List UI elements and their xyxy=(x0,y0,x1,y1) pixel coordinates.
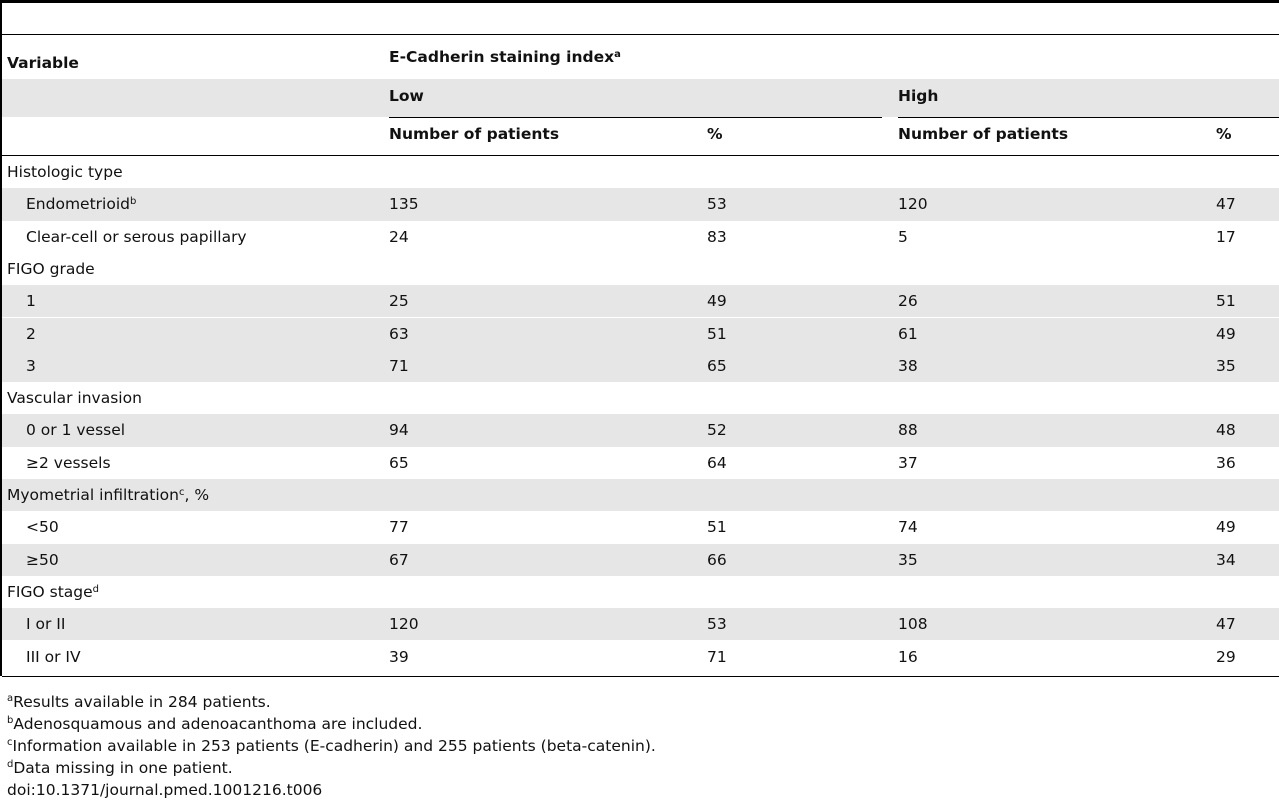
low-count-cell: 67 xyxy=(389,550,409,569)
row-label: III or IV xyxy=(26,647,81,666)
variable-header: Variable xyxy=(7,54,79,72)
row-label: <50 xyxy=(26,518,59,537)
low-pct-cell: 66 xyxy=(707,550,727,569)
table-left-border xyxy=(0,0,2,676)
row-shading xyxy=(2,414,1279,447)
low-count-cell: 63 xyxy=(389,324,409,343)
row-shading xyxy=(2,479,1279,512)
row-label: 3 xyxy=(26,356,36,375)
low-pct-header: % xyxy=(707,125,723,143)
high-count-cell: 108 xyxy=(898,615,928,634)
low-pct-cell: 65 xyxy=(707,356,727,375)
high-count-cell: 5 xyxy=(898,227,908,246)
low-pct-cell: 53 xyxy=(707,195,727,214)
high-count-header: Number of patients xyxy=(898,125,1069,143)
high-pct-cell: 49 xyxy=(1216,324,1236,343)
row-label: 0 or 1 vessel xyxy=(26,421,126,440)
row-shading xyxy=(2,543,1279,576)
row-label: ≥50 xyxy=(26,550,59,569)
low-count-cell: 39 xyxy=(389,647,409,666)
row-label: Histologic type xyxy=(7,163,123,181)
high-pct-cell: 17 xyxy=(1216,227,1236,246)
footnote-a: aResults available in 284 patients. xyxy=(7,693,271,711)
low-pct-cell: 64 xyxy=(707,453,727,472)
high-count-cell: 26 xyxy=(898,292,918,311)
low-pct-cell: 71 xyxy=(707,647,727,666)
row-label: Clear-cell or serous papillary xyxy=(26,227,247,246)
high-pct-cell: 51 xyxy=(1216,292,1236,311)
footnote-b: bAdenosquamous and adenoacanthoma are in… xyxy=(7,715,423,733)
row-shading xyxy=(2,608,1279,641)
row-label: 2 xyxy=(26,324,36,343)
low-pct-cell: 52 xyxy=(707,421,727,440)
table-bottom-rule xyxy=(2,676,1279,677)
high-count-cell: 37 xyxy=(898,453,918,472)
footnote-c: cInformation available in 253 patients (… xyxy=(7,737,656,755)
high-pct-header: % xyxy=(1216,125,1232,143)
row-shading xyxy=(2,349,1279,383)
low-pct-cell: 49 xyxy=(707,292,727,311)
footnote-d: dData missing in one patient. xyxy=(7,759,233,777)
row-label: Endometrioidb xyxy=(26,195,137,214)
low-count-cell: 65 xyxy=(389,453,409,472)
low-count-header: Number of patients xyxy=(389,125,560,143)
row-label: FIGO grade xyxy=(7,259,95,278)
group-header: E-Cadherin staining indexa xyxy=(389,48,621,66)
low-count-cell: 24 xyxy=(389,227,409,246)
high-count-cell: 120 xyxy=(898,195,928,214)
low-count-cell: 25 xyxy=(389,292,409,311)
low-pct-cell: 51 xyxy=(707,324,727,343)
low-count-cell: 71 xyxy=(389,356,409,375)
low-pct-cell: 51 xyxy=(707,518,727,537)
high-count-cell: 74 xyxy=(898,518,918,537)
high-pct-cell: 48 xyxy=(1216,421,1236,440)
row-shading xyxy=(2,188,1279,221)
high-pct-cell: 29 xyxy=(1216,647,1236,666)
high-header: High xyxy=(898,87,939,105)
high-pct-cell: 36 xyxy=(1216,453,1236,472)
doi-line: doi:10.1371/journal.pmed.1001216.t006 xyxy=(7,781,323,799)
high-pct-cell: 47 xyxy=(1216,195,1236,214)
row-label: 1 xyxy=(26,292,36,311)
high-count-cell: 16 xyxy=(898,647,918,666)
high-count-cell: 61 xyxy=(898,324,918,343)
row-label: Vascular invasion xyxy=(7,389,142,408)
low-header: Low xyxy=(389,87,424,105)
low-span-rule xyxy=(389,117,882,118)
row-shading xyxy=(2,317,1279,350)
row-label: Myometrial infiltrationc, % xyxy=(7,486,210,504)
high-pct-cell: 47 xyxy=(1216,615,1236,634)
high-pct-cell: 34 xyxy=(1216,550,1236,569)
high-pct-cell: 35 xyxy=(1216,356,1236,375)
row-label: ≥2 vessels xyxy=(26,453,111,472)
header-bottom-rule xyxy=(2,155,1279,156)
subheader-band xyxy=(2,79,1279,117)
row-shading xyxy=(2,285,1279,318)
low-count-cell: 94 xyxy=(389,421,409,440)
low-pct-cell: 83 xyxy=(707,227,727,246)
table-top-border xyxy=(0,0,1279,3)
header-top-rule xyxy=(2,34,1279,35)
high-count-cell: 35 xyxy=(898,550,918,569)
high-count-cell: 88 xyxy=(898,421,918,440)
high-pct-cell: 49 xyxy=(1216,518,1236,537)
low-count-cell: 77 xyxy=(389,518,409,537)
low-pct-cell: 53 xyxy=(707,615,727,634)
low-count-cell: 120 xyxy=(389,615,419,634)
row-label: FIGO staged xyxy=(7,582,100,601)
high-count-cell: 38 xyxy=(898,356,918,375)
low-count-cell: 135 xyxy=(389,195,419,214)
high-span-rule xyxy=(898,117,1279,118)
row-label: I or II xyxy=(26,615,66,634)
